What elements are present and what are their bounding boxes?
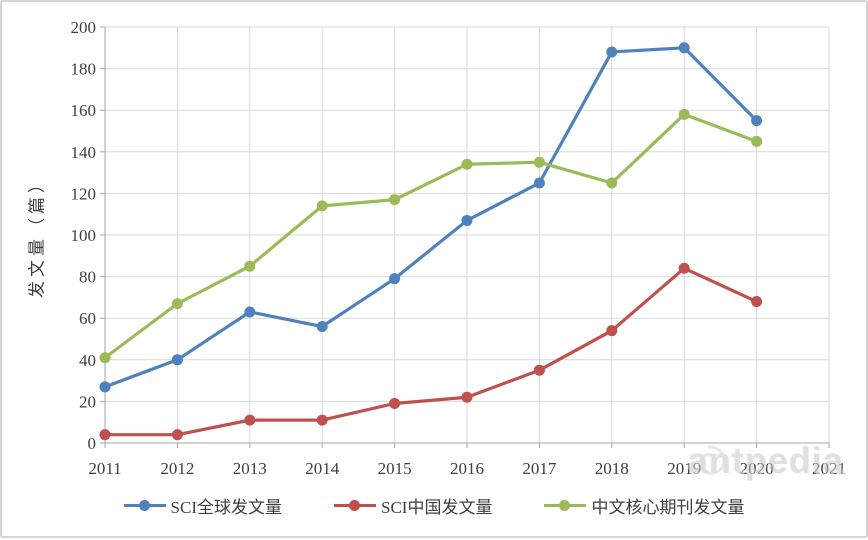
data-point-marker (533, 364, 545, 376)
data-point-marker (316, 321, 328, 333)
data-point-marker (461, 391, 473, 403)
x-tick-label: 2020 (740, 459, 774, 478)
data-point-marker (99, 381, 111, 393)
series-lines (99, 42, 763, 441)
data-point-marker (606, 177, 618, 189)
series-line (103, 266, 759, 437)
y-tick-label: 100 (71, 226, 97, 245)
legend-label: 中文核心期刊发文量 (591, 498, 745, 517)
y-tick-label: 140 (71, 143, 97, 162)
data-point-marker (751, 115, 763, 127)
y-tick-label: 0 (88, 434, 97, 453)
gridlines (104, 26, 830, 444)
data-point-marker (171, 354, 183, 366)
data-point-marker (99, 352, 111, 364)
legend-line-marker-icon (544, 499, 587, 512)
series-line (103, 112, 759, 360)
legend-item-chinese-core: 中文核心期刊发文量 (544, 493, 744, 518)
data-point-marker (389, 273, 401, 285)
data-point-marker (244, 260, 256, 272)
x-tick-label: 2014 (305, 459, 340, 478)
y-tick-label: 60 (79, 309, 96, 328)
data-point-marker (171, 298, 183, 310)
legend-label: SCI中国发文量 (381, 498, 493, 517)
x-tick-label: 2019 (667, 459, 701, 478)
legend-label: SCI全球发文量 (170, 498, 282, 517)
y-tick-label: 120 (71, 184, 97, 203)
y-tick-label: 200 (71, 18, 97, 37)
x-tick-label: 2021 (812, 459, 846, 478)
data-point-marker (751, 296, 763, 308)
data-point-marker (389, 194, 401, 206)
legend-item-sci-china: SCI中国发文量 (334, 493, 492, 518)
axes (100, 26, 830, 448)
y-tick-label: 40 (79, 351, 96, 370)
y-tick-label: 180 (71, 60, 97, 79)
data-point-marker (678, 42, 690, 54)
x-tick-label: 2016 (450, 459, 484, 478)
x-tick-label: 2013 (233, 459, 267, 478)
data-point-marker (316, 200, 328, 212)
y-axis-title: 发文量（篇） (27, 172, 47, 298)
data-point-marker (389, 397, 401, 409)
data-point-marker (244, 306, 256, 318)
data-point-marker (99, 429, 111, 441)
y-tick-label: 20 (79, 392, 96, 411)
data-point-marker (461, 214, 473, 226)
data-point-marker (606, 325, 618, 337)
legend-line-marker-icon (123, 499, 166, 512)
tick-labels: 0 20 40 60 80 100 120 140 160 180 200 2011 2012 2013 2… (71, 18, 847, 478)
data-point-marker (606, 46, 618, 58)
data-point-marker (678, 108, 690, 120)
x-tick-label: 2018 (595, 459, 629, 478)
data-point-marker (244, 414, 256, 426)
data-point-marker (678, 262, 690, 274)
legend-line-marker-icon (334, 499, 376, 512)
x-tick-label: 2015 (378, 459, 412, 478)
data-point-marker (171, 429, 183, 441)
x-tick-label: 2017 (522, 459, 557, 478)
data-point-marker (316, 414, 328, 426)
x-tick-label: 2011 (88, 459, 121, 478)
data-point-marker (533, 156, 545, 168)
legend: SCI全球发文量 SCI中国发文量 中文核心期刊发文量 (2, 493, 866, 518)
data-point-marker (533, 177, 545, 189)
data-point-marker (461, 158, 473, 170)
y-tick-label: 80 (79, 268, 96, 287)
y-tick-label: 160 (71, 101, 97, 120)
x-tick-label: 2012 (160, 459, 194, 478)
series-line (103, 46, 759, 389)
legend-item-sci-global: SCI全球发文量 (123, 493, 282, 518)
data-point-marker (751, 135, 763, 147)
